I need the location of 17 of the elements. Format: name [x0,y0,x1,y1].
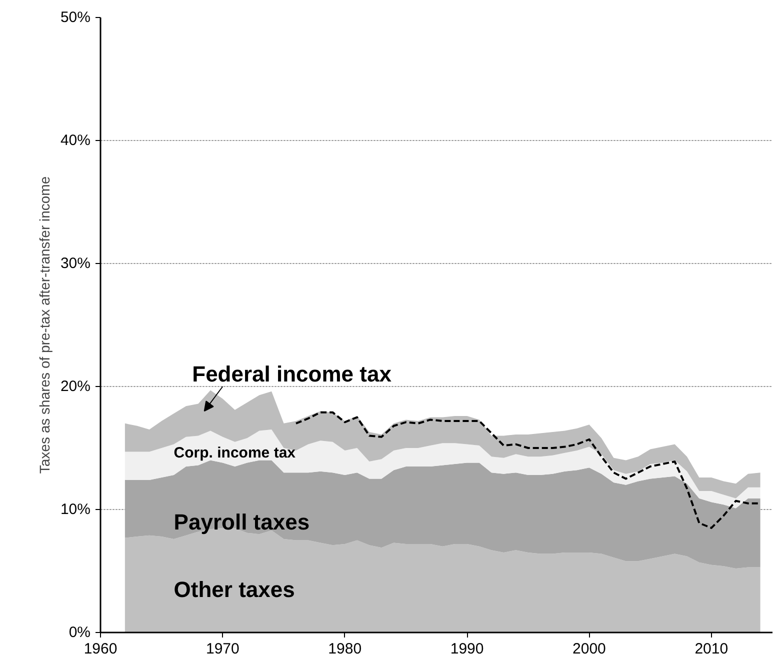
y-tick-label: 10% [60,501,91,518]
series-label: Corp. income tax [174,444,296,462]
y-tick-label: 50% [60,9,91,26]
y-tick-label: 20% [60,378,91,395]
x-tick-label: 1960 [84,640,118,658]
y-tick-label: 30% [60,255,91,272]
series-label: Payroll taxes [174,509,310,534]
x-tick-label: 1970 [206,640,240,658]
series-label: Other taxes [174,576,295,602]
series-label: Federal income tax [192,362,392,387]
x-tick-label: 2010 [694,640,728,658]
x-tick-label: 2000 [572,640,606,658]
y-axis-title: Taxes as shares of pre-tax after-transfer income [36,176,52,474]
y-tick-label: 0% [68,624,91,641]
y-tick-label: 40% [60,132,91,149]
x-tick-label: 1990 [450,640,484,658]
x-tick-label: 1980 [328,640,362,658]
